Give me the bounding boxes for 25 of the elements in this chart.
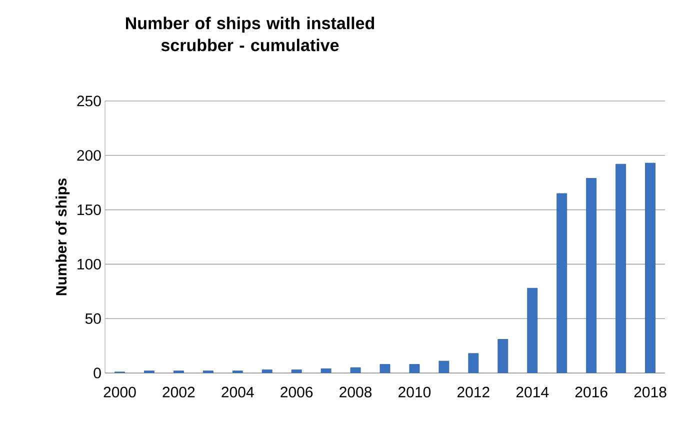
y-tick-label: 0 <box>94 368 101 378</box>
x-tick-label: 2004 <box>222 386 254 398</box>
bar <box>556 193 568 373</box>
bar <box>527 288 538 373</box>
bar <box>586 178 597 373</box>
x-tick-label: 2014 <box>516 386 549 398</box>
bar <box>645 162 656 373</box>
x-tick-label: 2012 <box>457 386 490 398</box>
y-tick-label: 250 <box>77 96 101 106</box>
x-tick-label: 2018 <box>634 386 666 398</box>
x-tick-label: 2008 <box>340 386 372 398</box>
y-tick-label: 50 <box>85 313 101 324</box>
y-axis-title: Number of ships <box>56 178 70 296</box>
y-tick-label: 200 <box>77 150 101 161</box>
bar <box>468 353 479 373</box>
y-tick-label: 100 <box>78 258 101 270</box>
y-tick-label: 150 <box>78 204 101 216</box>
x-tick-label: 2006 <box>280 386 313 398</box>
x-tick-label: 2016 <box>575 386 608 398</box>
x-tick-label: 2002 <box>162 386 195 398</box>
x-tick-label: 2010 <box>398 386 431 398</box>
bar <box>616 164 626 373</box>
x-tick-label: 2000 <box>104 386 136 398</box>
chart-title: Number of ships with installed scrubber - cumulative <box>126 16 374 52</box>
bar <box>498 339 508 373</box>
